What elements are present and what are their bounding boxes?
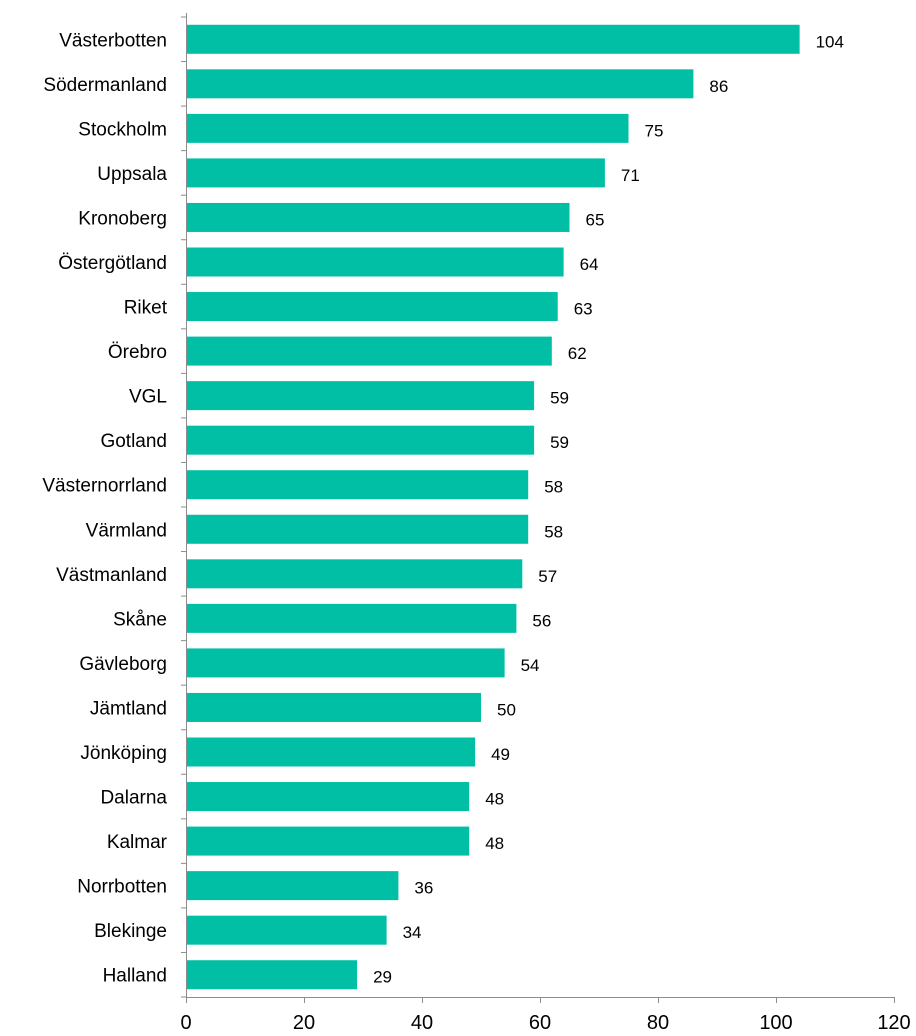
bar	[187, 24, 800, 54]
value-labels: 104 86 75 71 65 64 63 62 59 59 58 58 57 56 54 50 49 48 48 3…	[373, 32, 844, 986]
category-label: Stockholm	[78, 119, 167, 140]
bar	[187, 336, 552, 366]
category-label: Östergötland	[58, 253, 167, 274]
bar	[187, 960, 358, 990]
x-tick-label: 80	[647, 1012, 669, 1034]
category-label: Örebro	[108, 342, 167, 363]
bar	[187, 202, 570, 232]
bar	[187, 470, 529, 500]
bar	[187, 737, 476, 767]
category-label: Västerbotten	[59, 30, 167, 51]
category-label: Blekinge	[94, 921, 167, 942]
category-label: Kalmar	[107, 832, 168, 853]
category-label: Kronoberg	[78, 208, 167, 229]
data-label: 48	[485, 790, 504, 809]
category-label: Riket	[124, 298, 168, 319]
data-label: 29	[373, 968, 392, 987]
data-label: 59	[550, 389, 569, 408]
bar	[187, 113, 629, 143]
bar	[187, 381, 535, 411]
x-tick-label: 40	[411, 1012, 433, 1034]
bar	[187, 292, 558, 322]
bar	[187, 514, 529, 544]
category-label: Jämtland	[90, 698, 167, 719]
data-label: 64	[580, 255, 599, 274]
bar	[187, 648, 505, 678]
category-label: Västmanland	[56, 565, 167, 586]
bars-layer	[187, 24, 800, 990]
bar	[187, 158, 605, 188]
data-label: 104	[816, 32, 844, 51]
data-label: 86	[709, 77, 728, 96]
data-label: 50	[497, 700, 516, 719]
category-label: Dalarna	[100, 788, 167, 809]
bar	[187, 425, 535, 455]
bar	[187, 826, 470, 856]
bar	[187, 692, 481, 722]
data-label: 56	[532, 611, 551, 630]
bar	[187, 603, 517, 633]
category-labels: Västerbotten Södermanland Stockholm Uppsala…	[42, 30, 167, 986]
data-label: 57	[538, 567, 557, 586]
category-label: Värmland	[86, 520, 167, 541]
bar	[187, 69, 694, 99]
data-label: 59	[550, 433, 569, 452]
data-label: 36	[414, 879, 433, 898]
data-label: 49	[491, 745, 510, 764]
data-label: 65	[586, 210, 605, 229]
category-label: Uppsala	[97, 164, 167, 185]
data-label: 48	[485, 834, 504, 853]
axes	[181, 13, 895, 1003]
category-label: Norrbotten	[77, 877, 167, 898]
bar	[187, 782, 470, 812]
category-label: Västernorrland	[42, 476, 167, 497]
category-label: Jönköping	[80, 743, 167, 764]
bar	[187, 915, 387, 945]
x-tick-labels: 0 20 40 60 80 100 120	[180, 1012, 910, 1034]
data-label: 58	[544, 478, 563, 497]
data-label: 34	[403, 923, 422, 942]
x-tick-label: 100	[759, 1012, 792, 1034]
data-label: 58	[544, 522, 563, 541]
data-label: 54	[521, 656, 540, 675]
bar	[187, 871, 399, 901]
category-label: Södermanland	[43, 75, 167, 96]
category-label: Skåne	[113, 609, 167, 630]
category-label: Gotland	[100, 431, 167, 452]
x-tick-label: 20	[293, 1012, 315, 1034]
data-label: 75	[645, 121, 664, 140]
data-label: 63	[574, 300, 593, 319]
category-label: VGL	[129, 387, 167, 408]
bar	[187, 247, 564, 277]
bar	[187, 559, 523, 589]
x-tick-label: 60	[529, 1012, 551, 1034]
data-label: 62	[568, 344, 587, 363]
category-label: Halland	[103, 966, 167, 987]
category-label: Gävleborg	[79, 654, 167, 675]
x-tick-label: 0	[180, 1012, 191, 1034]
data-label: 71	[621, 166, 640, 185]
x-tick-label: 120	[877, 1012, 910, 1034]
